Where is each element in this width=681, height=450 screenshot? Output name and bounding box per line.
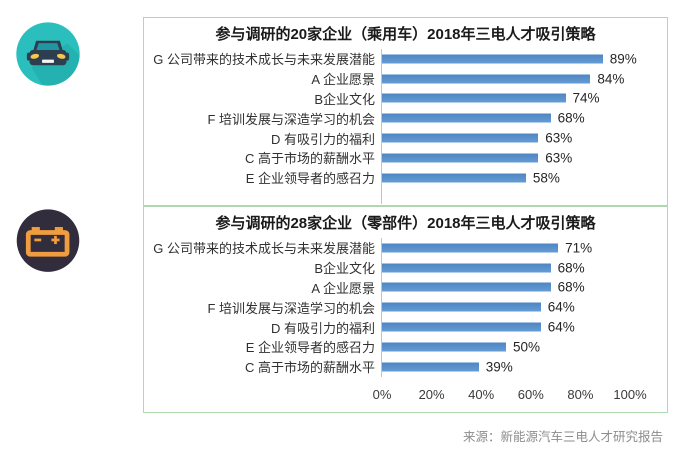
value-label: 71% <box>565 240 593 256</box>
x-axis-ticks: 0% 20% 40% 60% 80% 100% <box>373 377 667 405</box>
chart-row: A 企业愿景 84% <box>144 69 667 89</box>
chart-row: B企业文化 74% <box>144 89 667 109</box>
source-note: 来源：新能源汽车三电人才研究报告 <box>462 430 663 444</box>
x-tick-label: 40% <box>468 386 495 402</box>
value-label: 63% <box>545 130 573 146</box>
category-label: D 有吸引力的福利 <box>270 320 375 336</box>
bar <box>382 342 506 352</box>
chart-row: B企业文化 68% <box>144 258 667 278</box>
value-label: 50% <box>513 339 541 355</box>
chart-row: G 公司带来的技术成长与未来发展潜能 89% <box>144 49 667 69</box>
value-label: 68% <box>557 260 585 276</box>
value-label: 74% <box>572 90 600 106</box>
x-tick-label: 20% <box>418 386 445 402</box>
category-label: A 企业愿景 <box>311 280 375 296</box>
chart-row: F 培训发展与深造学习的机会 68% <box>144 108 667 128</box>
value-label: 84% <box>597 71 625 87</box>
value-label: 58% <box>532 170 560 186</box>
bar <box>382 74 591 84</box>
category-label: G 公司带来的技术成长与未来发展潜能 <box>153 241 375 257</box>
category-label: F 培训发展与深造学习的机会 <box>207 111 375 127</box>
category-label: F 培训发展与深造学习的机会 <box>207 300 375 316</box>
category-label: G 公司带来的技术成长与未来发展潜能 <box>153 52 375 68</box>
chart-row: D 有吸引力的福利 63% <box>144 128 667 148</box>
value-label: 64% <box>547 319 575 335</box>
x-tick-label: 80% <box>567 386 594 402</box>
battery-icon <box>14 208 82 276</box>
chart-row: E 企业领导者的感召力 58% <box>144 168 667 188</box>
category-label: B企业文化 <box>314 261 375 277</box>
chart-row: C 高于市场的薪酬水平 63% <box>144 148 667 168</box>
category-label: C 高于市场的薪酬水平 <box>244 360 375 376</box>
chart-rows: G 公司带来的技术成长与未来发展潜能 71% B企业文化 68% A 企业愿景 68% F … <box>144 238 667 377</box>
bar <box>382 133 539 143</box>
bar <box>382 113 551 123</box>
bar <box>382 322 541 332</box>
category-label: E 企业领导者的感召力 <box>245 171 375 187</box>
chart-row: G 公司带来的技术成长与未来发展潜能 71% <box>144 238 667 258</box>
chart-row: D 有吸引力的福利 64% <box>144 317 667 337</box>
chart-rows: G 公司带来的技术成长与未来发展潜能 89% A 企业愿景 84% B企业文化 74% F … <box>144 49 667 204</box>
bar <box>382 153 539 163</box>
chart-title: 参与调研的20家企业（乘用车）2018年三电人才吸引策略 <box>215 26 596 43</box>
value-label: 39% <box>485 359 513 375</box>
bar <box>382 263 551 273</box>
value-label: 64% <box>547 299 575 315</box>
x-tick-label: 60% <box>517 386 544 402</box>
value-label: 63% <box>545 150 573 166</box>
x-tick-label: 0% <box>372 386 392 402</box>
category-label: B企业文化 <box>314 91 375 107</box>
bar <box>382 302 541 312</box>
chart-passenger-vehicles: 参与调研的20家企业（乘用车）2018年三电人才吸引策略 G 公司带来的技术成长… <box>143 17 668 206</box>
car-icon <box>15 21 81 87</box>
chart-components: 参与调研的28家企业（零部件）2018年三电人才吸引策略 G 公司带来的技术成长… <box>143 206 668 413</box>
bar <box>382 282 551 292</box>
bar <box>382 243 559 253</box>
chart-row: C 高于市场的薪酬水平 39% <box>144 357 667 377</box>
chart-row: F 培训发展与深造学习的机会 64% <box>144 297 667 317</box>
category-label: E 企业领导者的感召力 <box>245 340 375 356</box>
bar <box>382 93 566 103</box>
bar <box>382 173 526 183</box>
category-label: C 高于市场的薪酬水平 <box>244 151 375 167</box>
chart-row: A 企业愿景 68% <box>144 278 667 298</box>
bar <box>382 362 479 372</box>
x-tick-label: 100% <box>613 386 647 402</box>
bar <box>382 54 603 64</box>
category-label: A 企业愿景 <box>311 72 375 88</box>
category-label: D 有吸引力的福利 <box>270 131 375 147</box>
value-label: 68% <box>557 110 585 126</box>
chart-row: E 企业领导者的感召力 50% <box>144 337 667 357</box>
value-label: 68% <box>557 279 585 295</box>
chart-title: 参与调研的28家企业（零部件）2018年三电人才吸引策略 <box>215 215 596 232</box>
value-label: 89% <box>609 51 637 67</box>
